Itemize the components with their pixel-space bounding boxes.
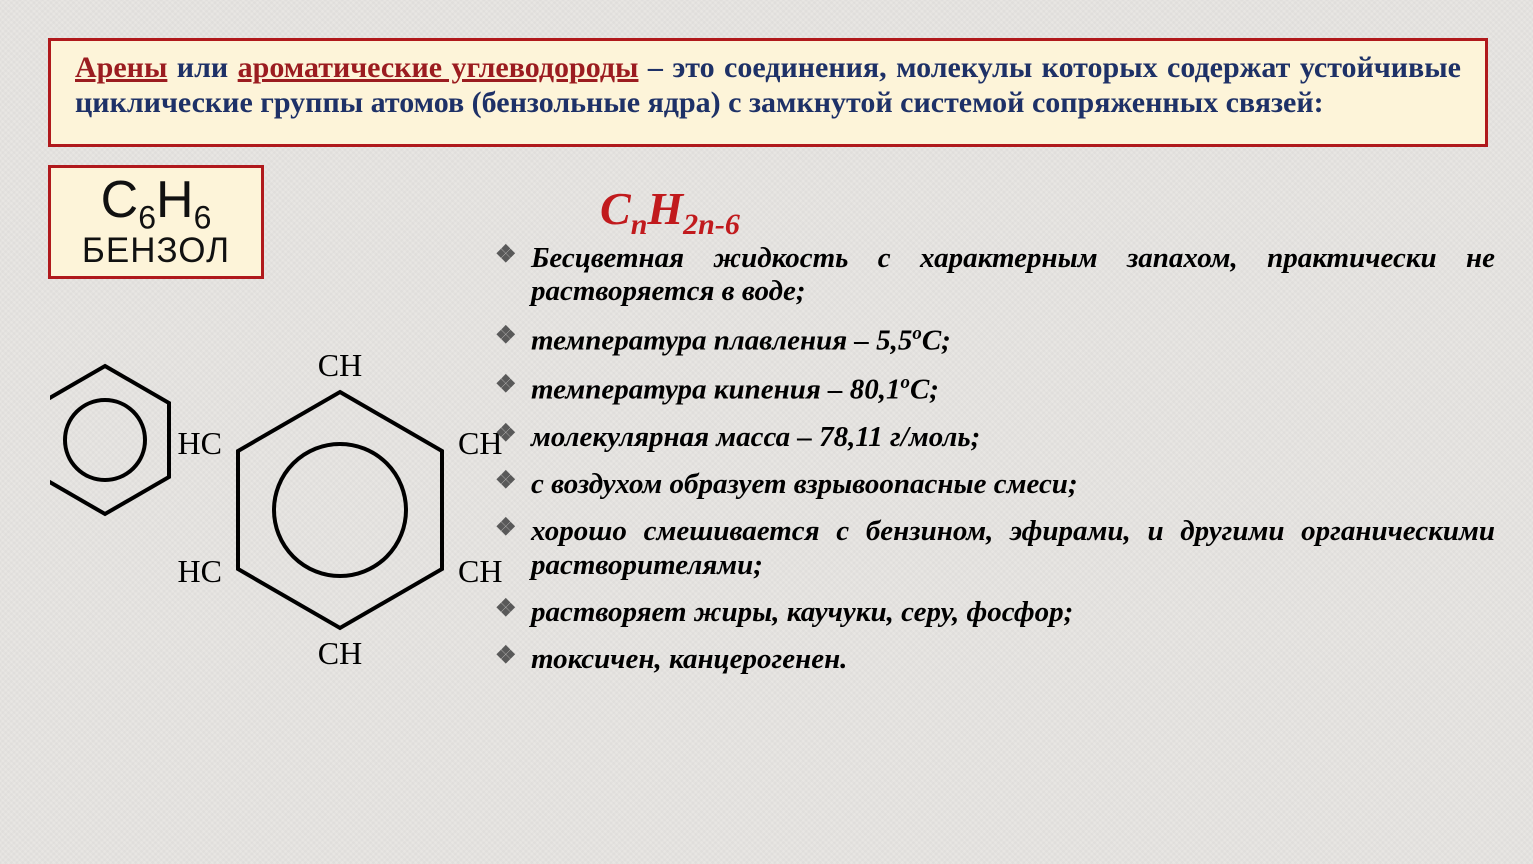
properties-list: Бесцветная жидкость с характерным запахо… xyxy=(495,242,1495,691)
property-item: температура плавления – 5,5oC; xyxy=(495,323,1495,358)
term-areny: Арены xyxy=(75,51,167,84)
inner-circle-small xyxy=(65,400,145,480)
gen-c-sub: n xyxy=(631,208,648,241)
formula-h: H xyxy=(156,171,194,229)
property-item: с воздухом образует взрывоопасные смеси; xyxy=(495,468,1495,501)
property-item: растворяет жиры, каучуки, серу, фосфор; xyxy=(495,596,1495,629)
term-aromatic: ароматические углеводороды xyxy=(238,51,639,84)
gen-h-sub: 2n-6 xyxy=(683,208,740,241)
label-bottom: CH xyxy=(318,635,362,671)
property-item: хорошо смешивается с бензином, эфирами, … xyxy=(495,515,1495,582)
formula-c-sub: 6 xyxy=(138,199,156,235)
benzene-label: БЕНЗОЛ xyxy=(55,233,257,268)
benzene-svg: CH CH CH CH HC HC xyxy=(50,320,510,780)
label-ll: HC xyxy=(178,553,222,589)
gen-c: C xyxy=(600,183,631,234)
gen-h: H xyxy=(647,183,683,234)
formula-h-sub: 6 xyxy=(194,199,212,235)
hexagon-large xyxy=(238,392,442,628)
benzene-ring-small xyxy=(50,366,169,514)
property-item: Бесцветная жидкость с характерным запахо… xyxy=(495,242,1495,309)
label-top: CH xyxy=(318,347,362,383)
benzene-formula-box: C6H6 БЕНЗОЛ xyxy=(48,165,264,279)
property-item: токсичен, канцерогенен. xyxy=(495,643,1495,676)
definition-box: Арены или ароматические углеводороды – э… xyxy=(48,38,1488,147)
hexagon-small xyxy=(50,366,169,514)
property-item: молекулярная масса – 78,11 г/моль; xyxy=(495,421,1495,454)
def-connector: или xyxy=(167,51,237,84)
general-formula: CnH2n-6 xyxy=(600,182,740,242)
benzene-formula: C6H6 xyxy=(55,174,257,233)
formula-c: C xyxy=(101,171,139,229)
inner-circle-large xyxy=(274,444,406,576)
benzene-ring-large: CH CH CH CH HC HC xyxy=(178,347,503,671)
property-item: температура кипения – 80,1oC; xyxy=(495,372,1495,407)
label-ul: HC xyxy=(178,425,222,461)
benzene-diagrams: CH CH CH CH HC HC xyxy=(50,320,480,770)
